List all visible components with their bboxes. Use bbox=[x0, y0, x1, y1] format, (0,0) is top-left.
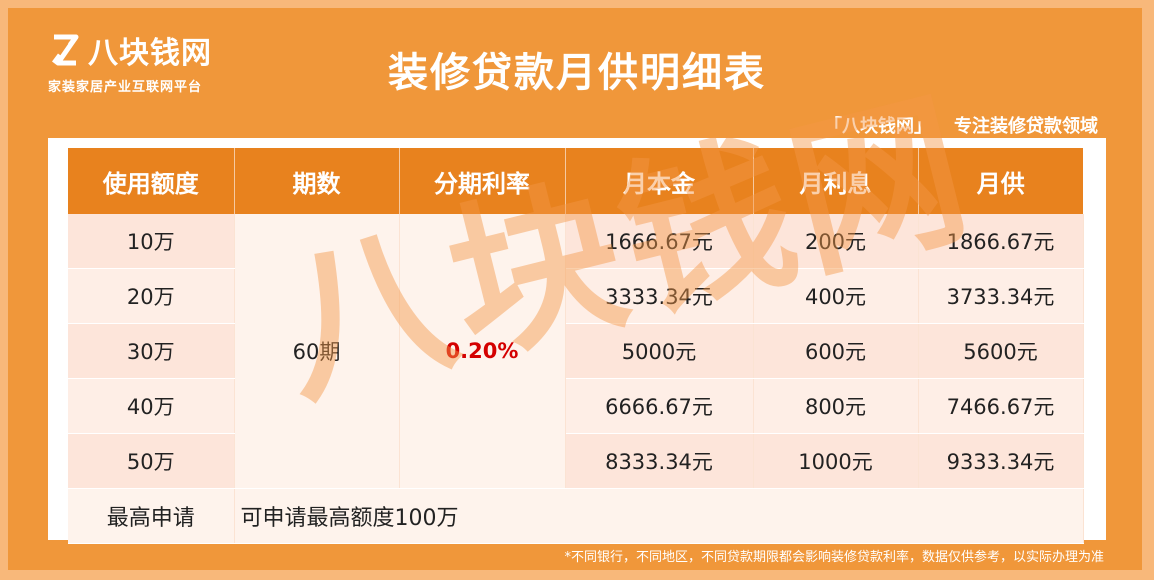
footer-text: 可申请最高额度100万 bbox=[234, 488, 1084, 544]
table-footer-row: 最高申请 可申请最高额度100万 bbox=[68, 488, 1084, 544]
header-rate: 分期利率 bbox=[399, 148, 566, 214]
cell-principal: 5000元 bbox=[565, 323, 754, 379]
header-payment: 月供 bbox=[918, 148, 1083, 214]
header-interest: 月利息 bbox=[753, 148, 919, 214]
header-term: 期数 bbox=[234, 148, 400, 214]
cell-amount: 50万 bbox=[68, 433, 235, 489]
slogan-brand: 「八块钱网」 bbox=[824, 116, 932, 137]
table-row: 10万 60期 0.20% 1666.67元 200元 1866.67元 bbox=[68, 214, 1084, 489]
header-principal: 月本金 bbox=[565, 148, 754, 214]
table-row: 40万 6666.67元 800元 7466.67元 bbox=[68, 378, 1084, 434]
cell-interest: 200元 bbox=[753, 214, 919, 269]
cell-payment: 3733.34元 bbox=[918, 268, 1084, 324]
logo-tagline: 家装家居产业互联网平台 bbox=[48, 80, 203, 95]
cell-payment: 1866.67元 bbox=[918, 214, 1084, 269]
cell-principal: 1666.67元 bbox=[565, 214, 754, 269]
cell-amount: 30万 bbox=[68, 323, 235, 379]
cell-principal: 6666.67元 bbox=[565, 378, 754, 434]
cell-rate: 0.20% bbox=[399, 214, 566, 489]
table-header-row: 使用额度 期数 分期利率 月本金 月利息 月供 bbox=[68, 148, 1083, 214]
cell-interest: 400元 bbox=[753, 268, 919, 324]
cell-payment: 5600元 bbox=[918, 323, 1084, 379]
page-title: 装修贷款月供明细表 bbox=[388, 50, 766, 96]
cell-principal: 8333.34元 bbox=[565, 433, 754, 489]
table-row: 30万 5000元 600元 5600元 bbox=[68, 323, 1084, 379]
cell-interest: 1000元 bbox=[753, 433, 919, 489]
loan-table: 使用额度 期数 分期利率 月本金 月利息 月供 10万 60期 0.20% 16… bbox=[68, 148, 1084, 544]
slogan: 「八块钱网」 专注装修贷款领域 bbox=[824, 112, 1098, 138]
cell-amount: 20万 bbox=[68, 268, 235, 324]
cell-amount: 10万 bbox=[68, 214, 235, 269]
cell-payment: 7466.67元 bbox=[918, 378, 1084, 434]
slogan-text: 专注装修贷款领域 bbox=[954, 116, 1098, 137]
table-row: 20万 3333.34元 400元 3733.34元 bbox=[68, 268, 1084, 324]
footnote: *不同银行，不同地区，不同贷款期限都会影响装修贷款利率，数据仅供参考，以实际办理… bbox=[564, 550, 1104, 565]
cell-amount: 40万 bbox=[68, 378, 235, 434]
footer-label: 最高申请 bbox=[68, 488, 235, 544]
cell-payment: 9333.34元 bbox=[918, 433, 1084, 489]
cell-interest: 600元 bbox=[753, 323, 919, 379]
cell-principal: 3333.34元 bbox=[565, 268, 754, 324]
cell-term: 60期 bbox=[234, 214, 400, 489]
table-panel: 使用额度 期数 分期利率 月本金 月利息 月供 10万 60期 0.20% 16… bbox=[48, 138, 1106, 544]
header-amount: 使用额度 bbox=[68, 148, 235, 214]
logo-name: 八块钱网 bbox=[88, 36, 212, 71]
logo-mark-icon bbox=[48, 33, 82, 67]
table-row: 50万 8333.34元 1000元 9333.34元 bbox=[68, 433, 1084, 489]
cell-interest: 800元 bbox=[753, 378, 919, 434]
logo: 八块钱网 家装家居产业互联网平台 bbox=[48, 28, 212, 95]
